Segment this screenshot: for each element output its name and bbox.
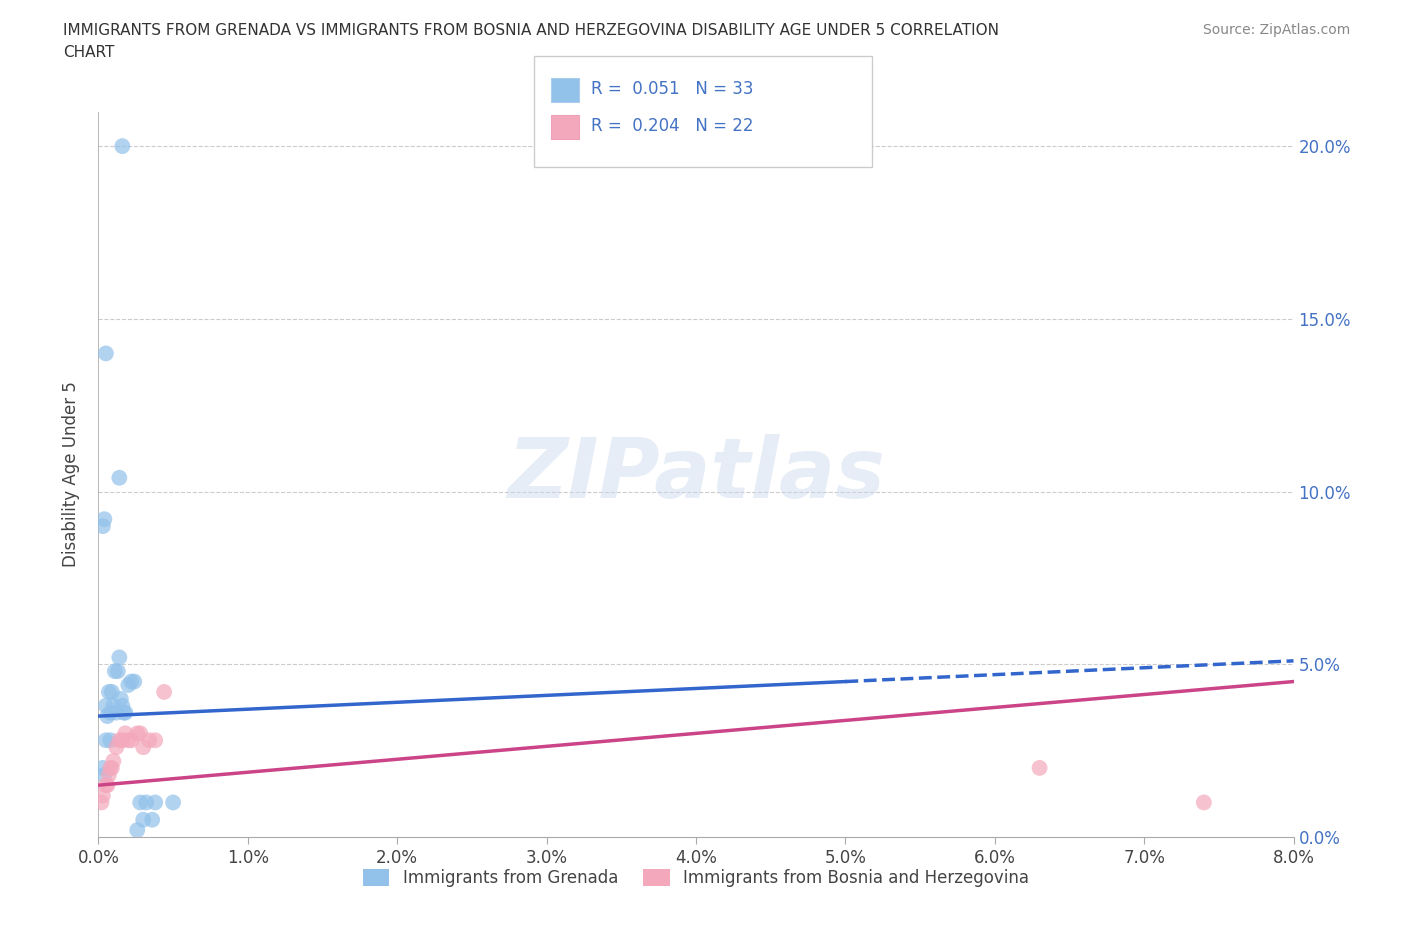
Point bbox=[98, 733, 122, 748]
Point bbox=[124, 674, 146, 689]
Point bbox=[120, 733, 142, 748]
Point bbox=[101, 761, 124, 776]
Point bbox=[1028, 761, 1050, 776]
Point bbox=[127, 726, 149, 741]
Point bbox=[108, 471, 131, 485]
Point bbox=[103, 753, 125, 768]
Point bbox=[143, 795, 166, 810]
Point bbox=[93, 512, 115, 526]
Point bbox=[111, 733, 134, 748]
Point bbox=[117, 678, 139, 693]
Text: IMMIGRANTS FROM GRENADA VS IMMIGRANTS FROM BOSNIA AND HERZEGOVINA DISABILITY AGE: IMMIGRANTS FROM GRENADA VS IMMIGRANTS FR… bbox=[63, 23, 1000, 60]
Point bbox=[162, 795, 184, 810]
Point bbox=[120, 674, 142, 689]
Point bbox=[114, 726, 136, 741]
Point bbox=[94, 777, 117, 792]
Point bbox=[114, 705, 136, 720]
Y-axis label: Disability Age Under 5: Disability Age Under 5 bbox=[62, 381, 80, 567]
Point bbox=[94, 346, 117, 361]
Point bbox=[153, 684, 176, 699]
Point bbox=[94, 733, 117, 748]
Text: Source: ZipAtlas.com: Source: ZipAtlas.com bbox=[1202, 23, 1350, 37]
Point bbox=[94, 698, 117, 713]
Point bbox=[111, 698, 134, 713]
Point bbox=[105, 705, 128, 720]
Point bbox=[132, 812, 155, 827]
Point bbox=[110, 691, 132, 706]
Point bbox=[107, 664, 129, 679]
Point bbox=[108, 650, 131, 665]
Point bbox=[135, 795, 157, 810]
Point bbox=[129, 726, 152, 741]
Text: R =  0.204   N = 22: R = 0.204 N = 22 bbox=[591, 117, 754, 135]
Point bbox=[103, 698, 125, 713]
Point bbox=[97, 767, 120, 782]
Point bbox=[101, 684, 124, 699]
Point bbox=[96, 777, 118, 792]
Point bbox=[91, 788, 114, 803]
Point bbox=[132, 739, 155, 754]
Point bbox=[97, 684, 120, 699]
Text: R =  0.051   N = 33: R = 0.051 N = 33 bbox=[591, 80, 754, 98]
Point bbox=[138, 733, 160, 748]
Point bbox=[90, 795, 112, 810]
Point bbox=[105, 739, 128, 754]
Point bbox=[98, 761, 122, 776]
Point bbox=[141, 812, 163, 827]
Legend: Immigrants from Grenada, Immigrants from Bosnia and Herzegovina: Immigrants from Grenada, Immigrants from… bbox=[356, 862, 1036, 894]
Point bbox=[91, 519, 114, 534]
Point bbox=[98, 705, 122, 720]
Point bbox=[91, 761, 114, 776]
Point bbox=[111, 139, 134, 153]
Point bbox=[96, 709, 118, 724]
Point bbox=[1192, 795, 1215, 810]
Point bbox=[117, 733, 139, 748]
Point bbox=[104, 664, 127, 679]
Point bbox=[143, 733, 166, 748]
Point bbox=[127, 823, 149, 838]
Point bbox=[112, 705, 135, 720]
Text: ZIPatlas: ZIPatlas bbox=[508, 433, 884, 515]
Point bbox=[93, 767, 115, 782]
Point bbox=[108, 733, 131, 748]
Point bbox=[129, 795, 152, 810]
